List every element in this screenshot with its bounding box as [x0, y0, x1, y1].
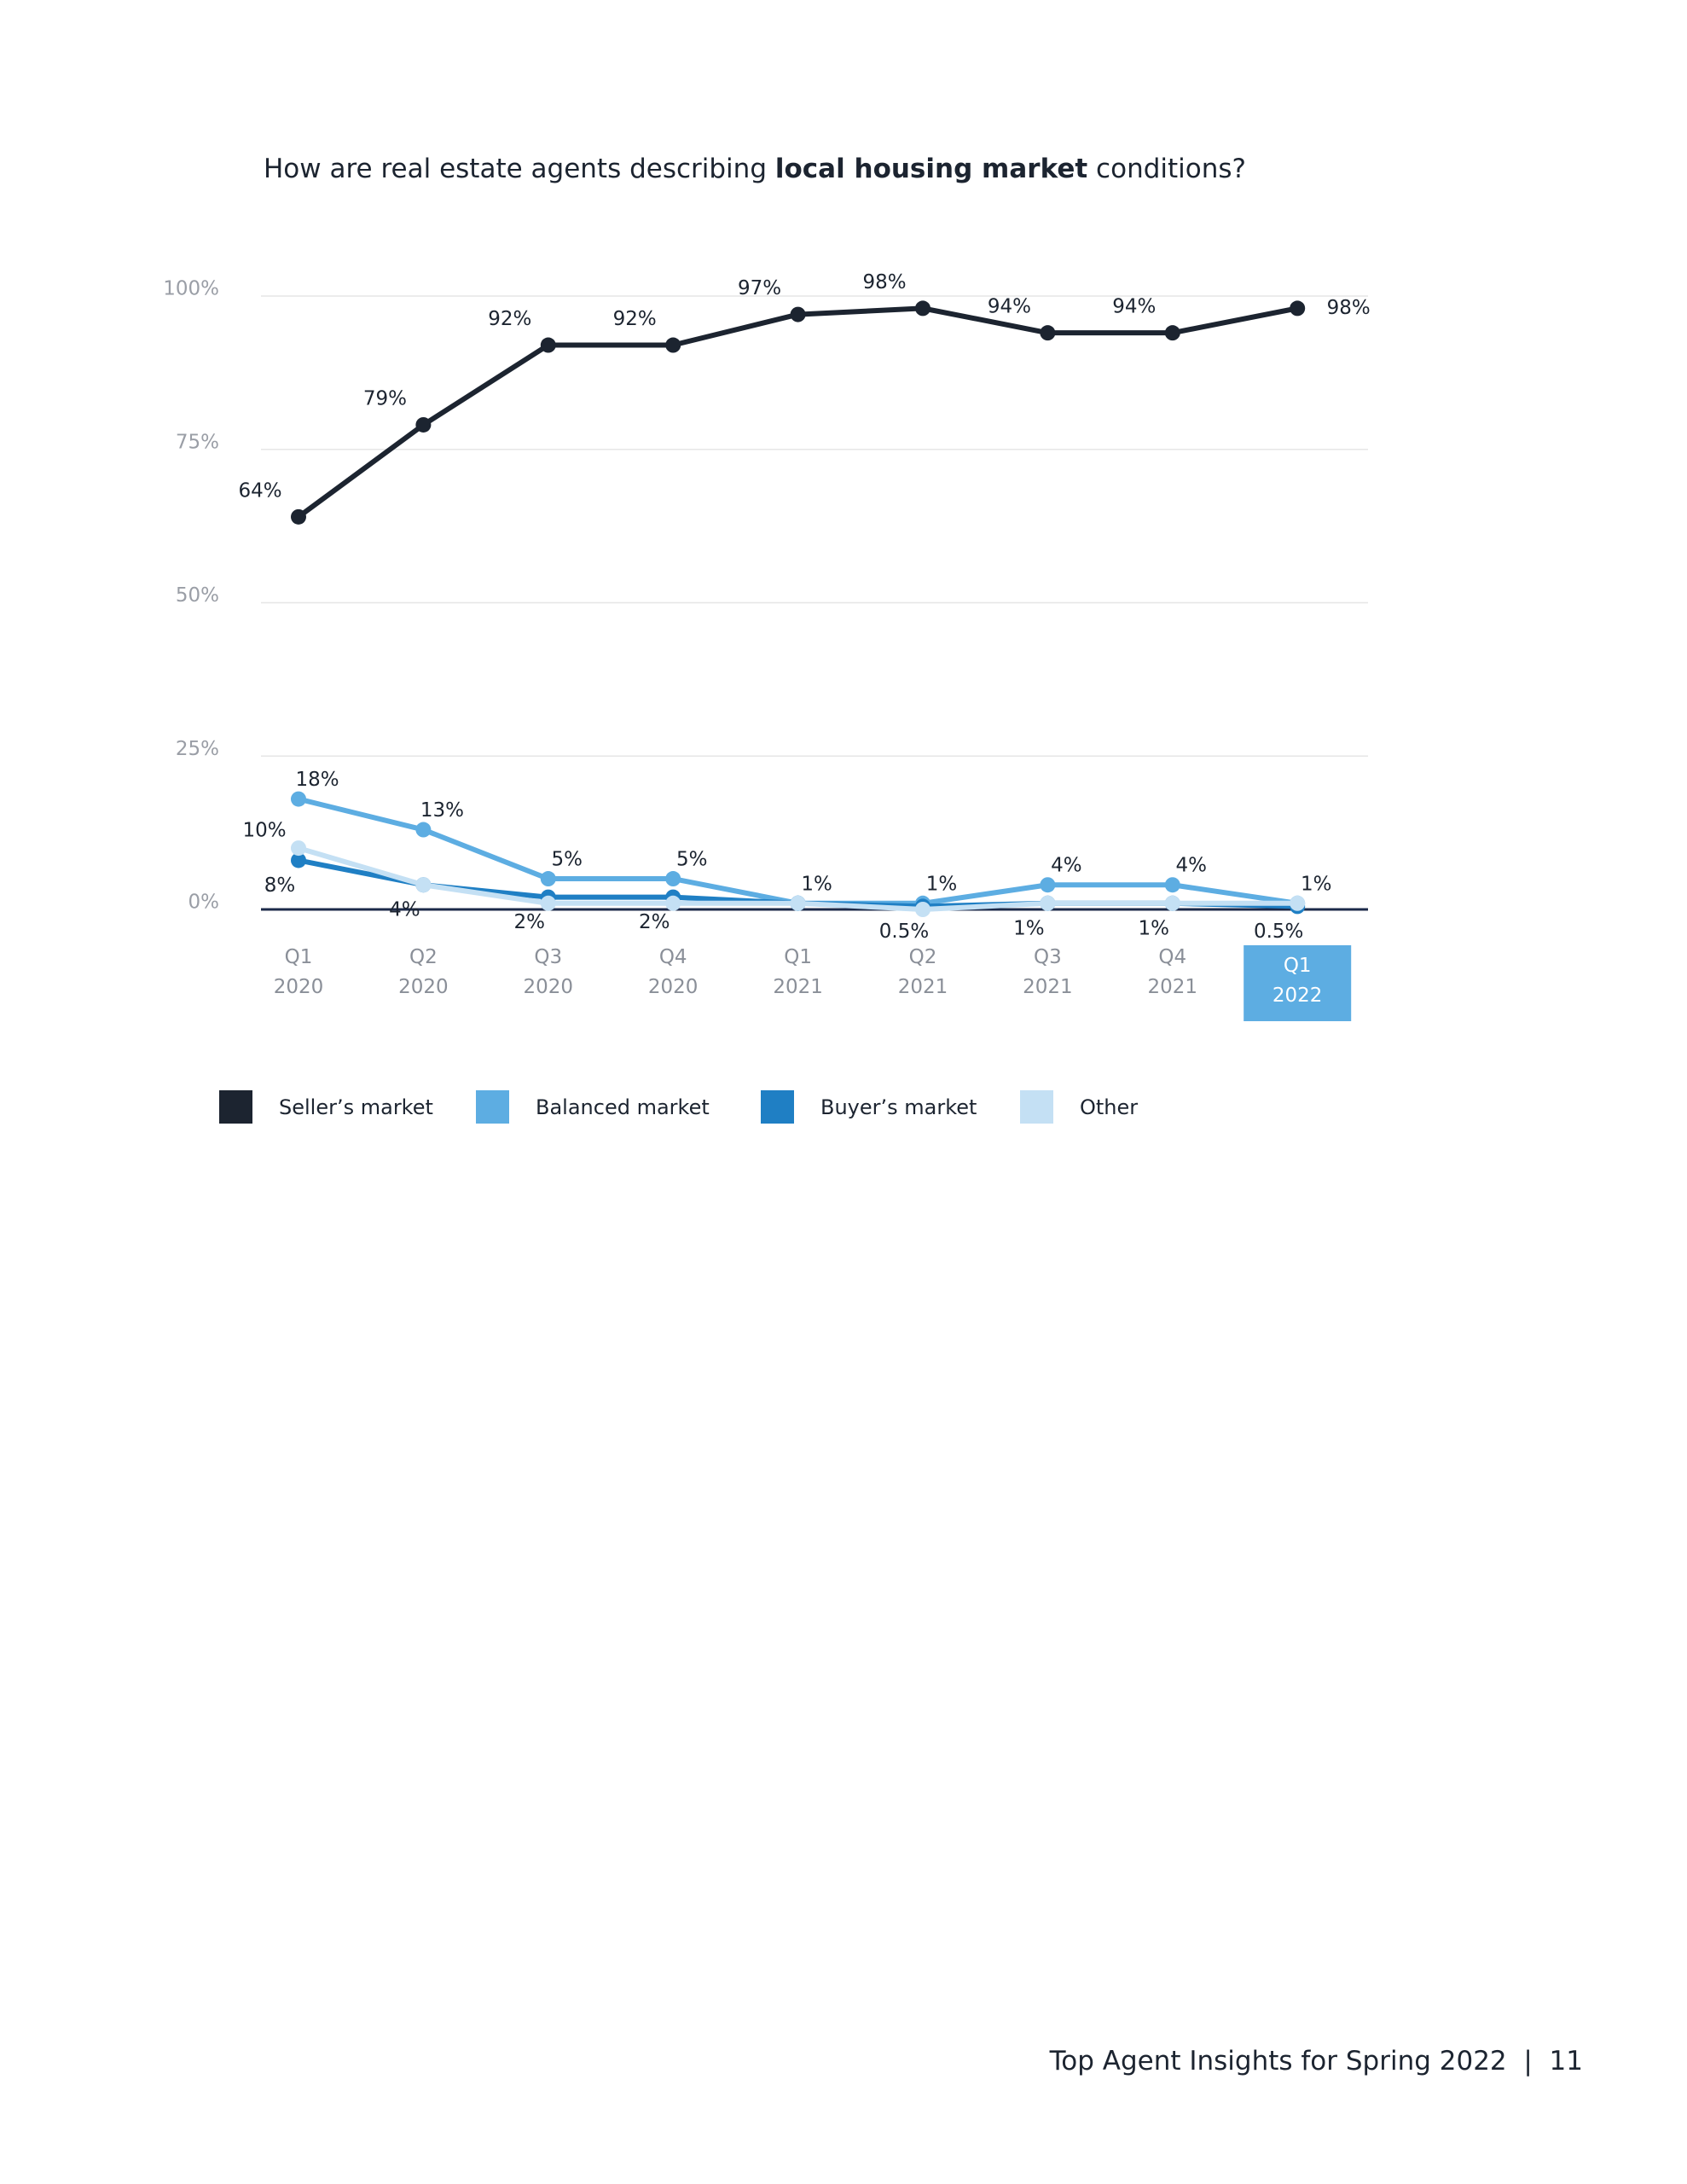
x-tick-label: Q2 2020 [398, 946, 449, 998]
data-label: 4% [1176, 855, 1208, 877]
data-point [540, 895, 556, 911]
data-label: 8% [264, 874, 296, 897]
footer-text: Top Agent Insights for Spring 2022 [1049, 2046, 1507, 2077]
data-point [1164, 895, 1180, 911]
chart-title: How are real estate agents describing lo… [264, 154, 1246, 184]
data-point [415, 416, 432, 433]
series-line [297, 305, 1298, 520]
data-point [665, 895, 681, 911]
data-label: 1% [926, 873, 958, 895]
data-label: 2% [514, 911, 546, 933]
x-tick-label: Q4 2020 [647, 946, 699, 998]
data-label: 0.5% [1254, 921, 1303, 943]
data-label: 0.5% [879, 921, 929, 943]
title-bold: local housing market [774, 154, 1088, 184]
data-point [1040, 325, 1056, 341]
data-point [1290, 895, 1306, 911]
data-label: 92% [613, 308, 657, 330]
page-number: 11 [1549, 2046, 1583, 2077]
data-label: 94% [988, 296, 1031, 318]
data-label: 5% [552, 849, 583, 871]
data-point [1040, 895, 1056, 911]
x-tick-label: Q2 2021 [897, 946, 948, 998]
data-label: 18% [295, 769, 339, 791]
y-tick-label: 50% [176, 584, 219, 607]
data-point [291, 852, 306, 868]
legend-label: Buyer’s market [820, 1095, 977, 1119]
data-point [1290, 300, 1306, 317]
y-tick-label: 75% [176, 431, 219, 453]
data-point [1164, 877, 1180, 893]
legend-swatch [761, 1090, 794, 1124]
title-part: conditions? [1087, 154, 1246, 184]
data-point [291, 791, 306, 807]
legend-swatch [476, 1090, 509, 1124]
data-point [665, 871, 681, 887]
x-tick-label: Q1 2022 [1272, 955, 1323, 1007]
data-point [915, 902, 930, 917]
data-label: 97% [738, 277, 781, 299]
data-label: 79% [363, 387, 407, 410]
data-label: 13% [420, 799, 464, 822]
x-tick-label: Q3 2020 [523, 946, 574, 998]
data-label: 98% [1327, 297, 1371, 319]
data-point [790, 306, 806, 322]
data-point [665, 337, 681, 353]
data-label: 94% [1112, 296, 1156, 318]
title-part: How are real estate agents describing [264, 154, 775, 184]
x-tick-label: Q3 2021 [1023, 946, 1073, 998]
data-point [540, 871, 556, 887]
data-label: 1% [801, 873, 832, 895]
data-label: 1% [1301, 873, 1332, 895]
data-label: 5% [676, 849, 708, 871]
x-tick-label: Q4 2021 [1147, 946, 1198, 998]
data-point [291, 840, 306, 857]
data-point [415, 822, 432, 838]
data-point [790, 895, 806, 911]
highlight-box [1244, 945, 1352, 1021]
legend-label: Seller’s market [279, 1095, 433, 1119]
x-tick-label: Q1 2021 [773, 946, 823, 998]
data-label: 98% [862, 271, 906, 293]
data-point [1164, 325, 1180, 341]
data-label: 92% [488, 308, 531, 330]
data-point [291, 508, 306, 525]
data-point [540, 337, 556, 353]
legend-label: Other [1080, 1095, 1138, 1119]
y-tick-label: 100% [163, 278, 219, 300]
legend-swatch [219, 1090, 252, 1124]
y-tick-label: 25% [176, 738, 219, 760]
legend-swatch [1020, 1090, 1053, 1124]
x-tick-label: Q1 2020 [273, 946, 324, 998]
data-point [1040, 877, 1056, 893]
y-tick-label: 0% [188, 892, 220, 914]
data-label: 4% [1051, 855, 1082, 877]
legend-label: Balanced market [536, 1095, 710, 1119]
data-label: 2% [639, 911, 670, 933]
data-label: 10% [242, 820, 286, 842]
data-point [415, 877, 432, 893]
data-label: 1% [1139, 917, 1170, 939]
data-label: 4% [389, 899, 420, 921]
data-label: 1% [1013, 917, 1045, 939]
footer: Top Agent Insights for Spring 2022 | 11 [1049, 2046, 1583, 2077]
data-point [915, 300, 930, 317]
data-label: 64% [238, 479, 281, 502]
